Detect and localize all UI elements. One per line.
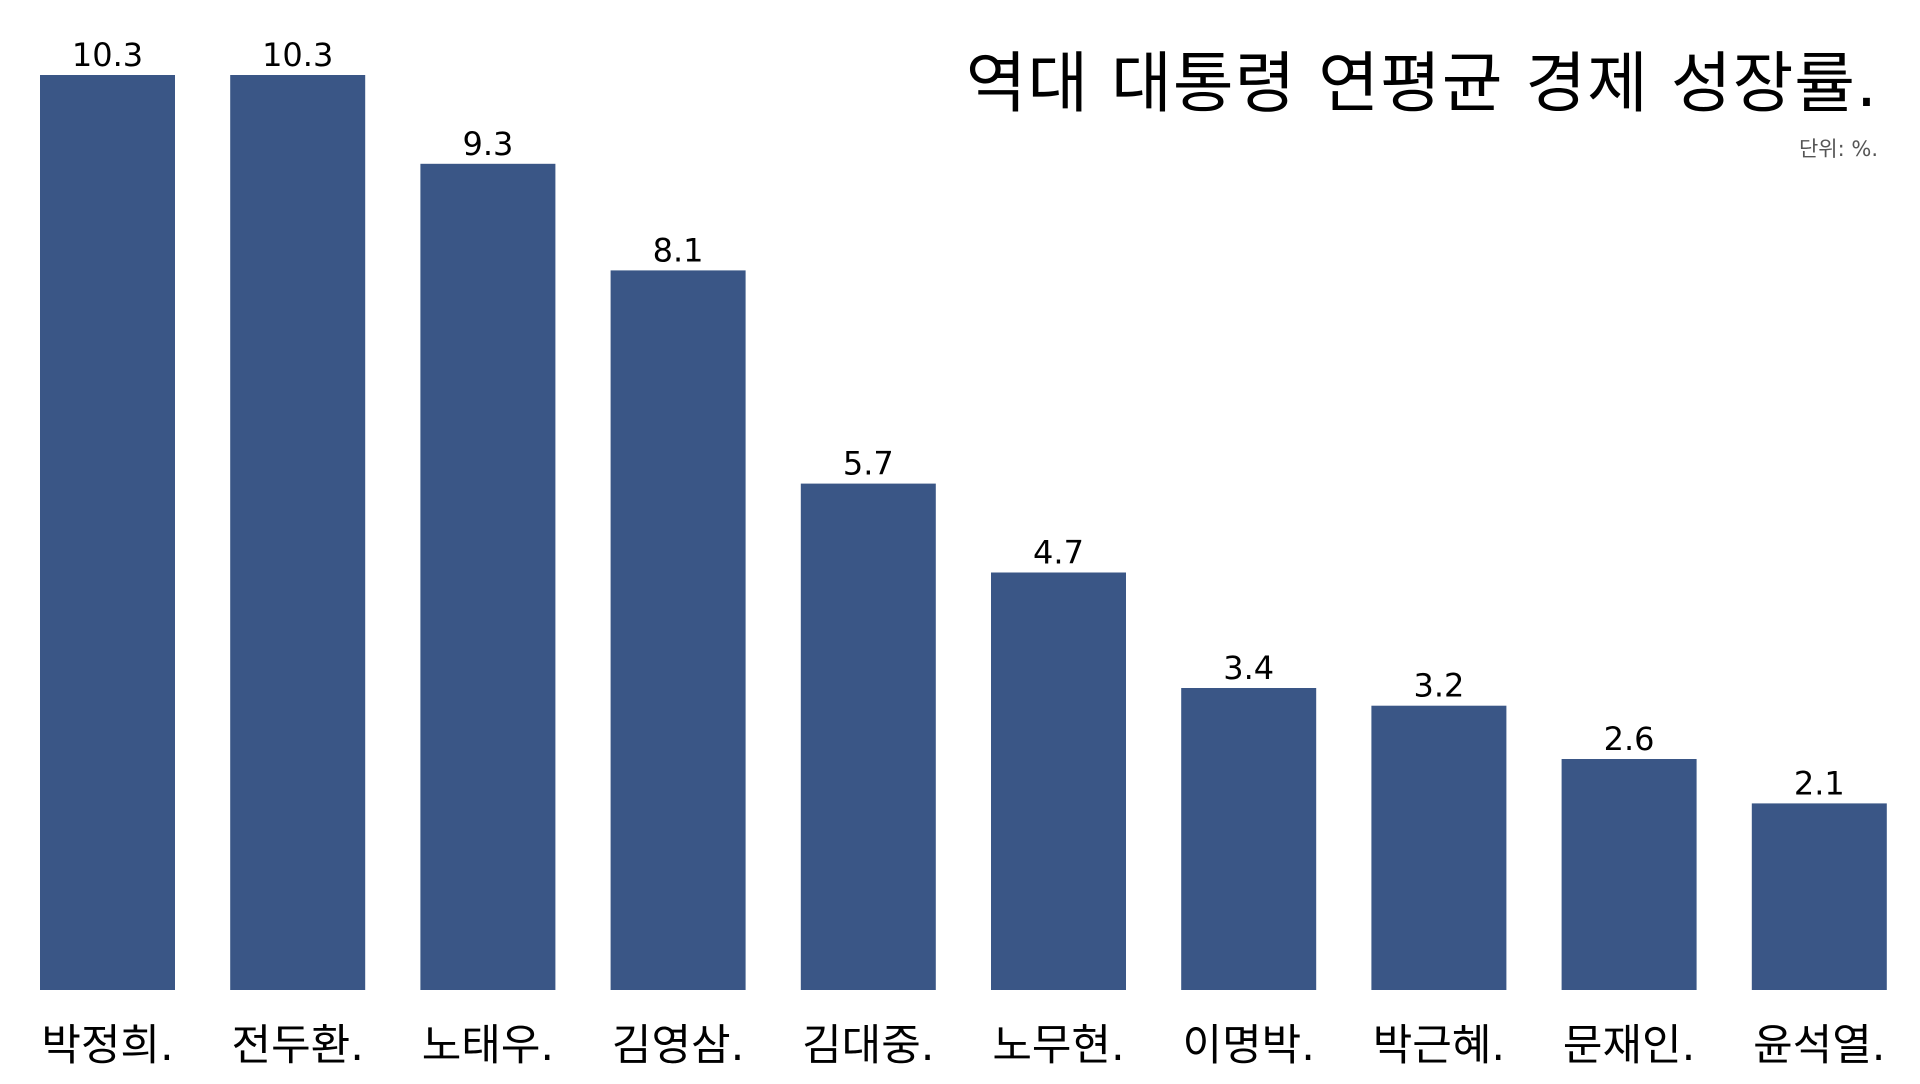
category-label-3: 노태우. <box>422 1021 554 1071</box>
value-label-1: 10.3 <box>72 36 143 74</box>
chart-title: 역대 대통령 연평균 경제 성장률. <box>965 45 1878 122</box>
category-label-9: 문재인. <box>1563 1021 1695 1071</box>
category-label-1: 박정희. <box>41 1021 173 1071</box>
category-label-5: 김대중. <box>802 1021 934 1071</box>
value-label-3: 9.3 <box>462 125 513 163</box>
bar-5 <box>800 483 936 990</box>
value-label-7: 3.4 <box>1223 649 1274 687</box>
value-label-9: 2.6 <box>1604 720 1655 758</box>
value-label-4: 8.1 <box>653 231 704 269</box>
category-label-7: 이명박. <box>1183 1021 1315 1071</box>
value-label-5: 5.7 <box>843 445 894 483</box>
category-label-8: 박근혜. <box>1373 1021 1505 1071</box>
bar-1 <box>40 75 175 990</box>
bar-3 <box>420 163 556 991</box>
unit-label: 단위: %. <box>1798 137 1878 161</box>
bar-6 <box>991 572 1126 990</box>
bar-10 <box>1751 803 1887 990</box>
category-label-10: 윤석열. <box>1753 1021 1885 1071</box>
value-label-2: 10.3 <box>262 36 333 74</box>
value-label-10: 2.1 <box>1794 764 1845 802</box>
value-label-8: 3.2 <box>1413 667 1464 705</box>
value-label-6: 4.7 <box>1033 534 1084 572</box>
category-label-4: 김영삼. <box>612 1021 744 1071</box>
bar-7 <box>1181 688 1317 990</box>
category-label-2: 전두환. <box>232 1021 364 1071</box>
bar-4 <box>610 270 746 990</box>
category-label-6: 노무현. <box>992 1021 1124 1071</box>
bar-8 <box>1371 705 1507 990</box>
bar-9 <box>1561 759 1697 990</box>
bar-2 <box>230 75 366 990</box>
